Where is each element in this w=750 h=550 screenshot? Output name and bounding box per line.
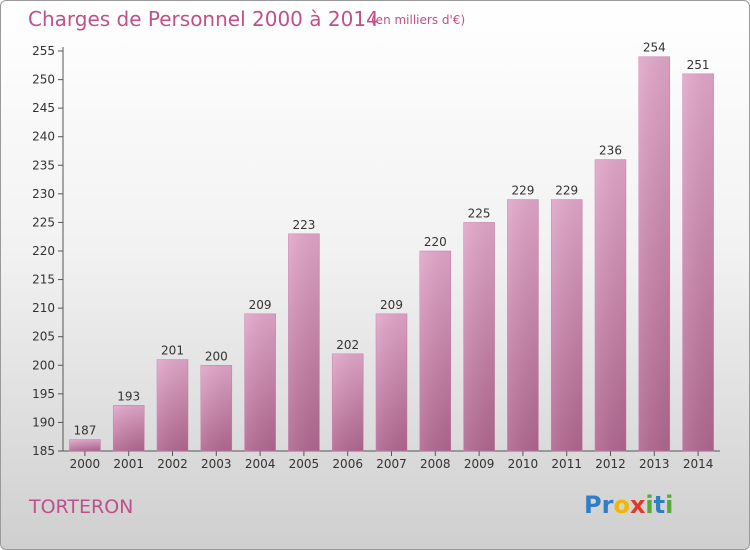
bar-shade	[638, 56, 670, 451]
x-axis: 2000 2001 2002 2003 2004 2005 2006 2007 2008 2009…	[63, 450, 720, 471]
y-tick-label: 220	[32, 244, 55, 258]
logo-letter: r	[601, 491, 614, 519]
proxiti-logo[interactable]: Proxiti	[584, 491, 673, 519]
x-tick-label: 2004	[245, 457, 276, 471]
bars-group	[69, 56, 714, 452]
x-tick-label: 2011	[551, 457, 582, 471]
y-tick-label: 235	[32, 158, 55, 172]
y-tick-label: 255	[32, 44, 55, 58]
logo-letter: i	[645, 491, 654, 519]
data-label: 202	[336, 338, 359, 352]
y-tick-label: 250	[32, 73, 55, 87]
logo-letter: P	[584, 491, 602, 519]
logo-letter: t	[653, 491, 666, 519]
commune-name: TORTERON	[29, 496, 134, 518]
bar-shade	[113, 405, 145, 451]
y-axis: 185 190 195 200 205 210 215 220 225 230 235 240 245 2…	[32, 44, 64, 458]
x-tick-label: 2007	[376, 457, 407, 471]
y-tick-label: 245	[32, 101, 55, 115]
x-tick-label: 2012	[595, 457, 626, 471]
bar-shade	[200, 365, 232, 451]
bar-shade	[376, 313, 407, 451]
logo-letter: x	[629, 491, 646, 519]
x-tick-label: 2010	[508, 457, 539, 471]
data-labels-group: 187 193 201 200 209 223 202 209 220 225 229 229 236 2…	[73, 41, 709, 438]
data-label: 209	[249, 298, 272, 312]
data-label: 236	[599, 144, 622, 158]
data-label: 220	[424, 235, 447, 249]
data-label: 209	[380, 298, 403, 312]
data-label: 225	[468, 206, 491, 220]
y-tick-label: 195	[32, 387, 55, 401]
logo-letter: i	[665, 491, 674, 519]
data-label: 229	[555, 184, 578, 198]
data-label: 187	[73, 424, 96, 438]
y-tick-label: 210	[32, 301, 55, 315]
data-label: 223	[292, 218, 315, 232]
x-tick-label: 2013	[639, 457, 670, 471]
bar-shade	[288, 233, 320, 451]
y-tick-label: 225	[32, 215, 55, 229]
chart-unit-label: (en milliers d'€)	[371, 13, 466, 27]
x-tick-label: 2003	[201, 457, 232, 471]
bar-shade	[419, 251, 451, 451]
y-tick-label: 200	[32, 358, 55, 372]
bar-shade	[244, 313, 276, 451]
data-label: 201	[161, 344, 184, 358]
bar-shade	[69, 439, 101, 451]
x-tick-label: 2001	[113, 457, 144, 471]
y-tick-label: 190	[32, 415, 55, 429]
y-tick-label: 230	[32, 187, 55, 201]
bar-shade	[551, 199, 583, 451]
y-tick-label: 205	[32, 330, 55, 344]
y-tick-label: 215	[32, 273, 55, 287]
data-label: 200	[205, 349, 228, 363]
x-tick-label: 2002	[157, 457, 188, 471]
x-tick-label: 2009	[464, 457, 495, 471]
bar-shade	[595, 159, 626, 452]
x-tick-label: 2014	[683, 457, 714, 471]
bar-shade	[507, 199, 539, 451]
bar-shade	[332, 353, 364, 451]
x-tick-label: 2006	[332, 457, 363, 471]
data-label: 251	[687, 58, 710, 72]
x-tick-label: 2000	[70, 457, 101, 471]
data-label: 193	[117, 389, 140, 403]
bar-shade	[157, 359, 188, 451]
y-tick-label: 240	[32, 130, 55, 144]
y-tick-label: 185	[32, 444, 55, 458]
x-tick-label: 2008	[420, 457, 451, 471]
logo-letter: o	[613, 491, 630, 519]
bar-shade	[682, 73, 714, 451]
x-tick-label: 2005	[289, 457, 320, 471]
chart-title: Charges de Personnel 2000 à 2014	[28, 7, 379, 31]
data-label: 229	[511, 184, 534, 198]
data-label: 254	[643, 41, 666, 55]
bar-shade	[463, 222, 495, 451]
